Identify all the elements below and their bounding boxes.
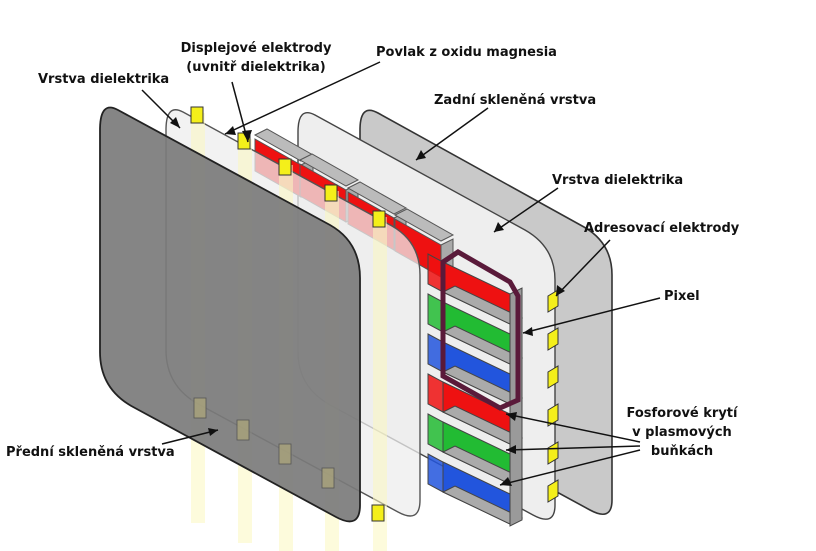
display-electrode-tab	[324, 184, 338, 202]
front-electrode-tab	[193, 397, 207, 419]
pixel-outline	[440, 249, 521, 411]
cell-wall-top	[393, 208, 455, 242]
label-vrstva-dielektrika-back: Vrstva dielektrika	[552, 173, 683, 188]
address-electrode-tab	[547, 365, 559, 389]
display-electrode-tab	[278, 158, 292, 176]
label-zadni-sklenena-vrstva: Zadní skleněná vrstva	[434, 93, 596, 108]
address-electrode-tab	[547, 327, 559, 351]
leader-povlak	[224, 61, 381, 135]
label-pixel: Pixel	[664, 289, 700, 304]
label-fosforove-kryti-3: buňkách	[651, 444, 713, 459]
cell-side	[427, 413, 444, 453]
address-electrode-tab	[547, 479, 559, 503]
address-electrode-tab	[547, 403, 559, 427]
leader-fosfor-2	[505, 445, 641, 451]
leader-fosfor-1	[505, 413, 641, 443]
label-fosforove-kryti-2: v plasmových	[632, 425, 732, 440]
cell-wall-top	[298, 153, 360, 187]
label-adresovaci-elektrody: Adresovací elektrody	[584, 221, 740, 236]
leader-arrowheads	[170, 117, 565, 486]
leader-vrstva-back	[493, 187, 559, 233]
label-displejove-elektrody-1: Displejové elektrody	[181, 41, 332, 56]
label-vrstva-dielektrika-front: Vrstva dielektrika	[38, 72, 169, 87]
display-electrode-tab	[372, 210, 386, 228]
display-electrode-strip	[373, 217, 387, 551]
cell-side	[427, 453, 444, 493]
plasma-cells-block	[253, 128, 524, 527]
label-fosforove-kryti-1: Fosforové krytí	[627, 406, 740, 421]
front-electrode-tab	[236, 419, 250, 441]
address-electrode-tab	[547, 441, 559, 465]
front-electrode-tab	[321, 467, 335, 489]
cell-side	[427, 373, 444, 413]
label-povlak: Povlak z oxidu magnesia	[376, 45, 557, 60]
leader-predni	[161, 429, 219, 445]
front-electrode-tabs	[193, 397, 335, 489]
leader-lines	[141, 61, 661, 486]
label-predni-sklenena-vrstva: Přední skleněná vrstva	[6, 445, 175, 460]
display-electrode-tab	[190, 106, 204, 124]
front-electrode-tab	[278, 443, 292, 465]
leader-pixel	[522, 297, 661, 334]
front-glass-layer	[99, 106, 361, 523]
address-electrodes	[547, 289, 559, 503]
cell-wall-top	[346, 181, 408, 215]
display-electrode-tab-bottom	[371, 504, 385, 522]
label-displejove-elektrody-2: (uvnitř dielektrika)	[186, 60, 325, 75]
leader-zadni	[415, 107, 489, 161]
leader-fosfor-3	[499, 449, 641, 486]
leader-adresovaci	[555, 239, 611, 297]
